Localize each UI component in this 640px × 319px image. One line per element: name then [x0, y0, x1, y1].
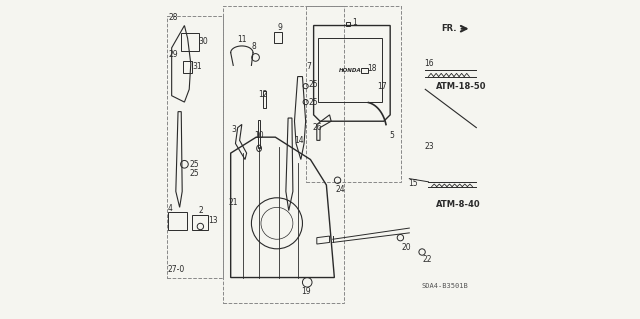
- Text: ATM-8-40: ATM-8-40: [435, 200, 480, 209]
- Text: 9: 9: [278, 23, 283, 32]
- Bar: [362, 68, 368, 73]
- Text: 24: 24: [335, 185, 345, 194]
- Text: SDA4-B3501B: SDA4-B3501B: [421, 283, 468, 288]
- Text: 23: 23: [424, 142, 434, 151]
- Text: 19: 19: [301, 287, 310, 296]
- Text: 26: 26: [313, 123, 323, 132]
- Text: 11: 11: [237, 35, 247, 44]
- Bar: [263, 91, 266, 108]
- Text: 29: 29: [168, 50, 178, 59]
- Text: 13: 13: [208, 216, 218, 225]
- Text: 8: 8: [252, 42, 256, 51]
- Bar: [181, 33, 199, 51]
- Text: 5: 5: [390, 131, 394, 140]
- Text: 25: 25: [309, 98, 319, 107]
- Bar: [346, 22, 350, 26]
- Text: 17: 17: [378, 82, 387, 91]
- Text: 7: 7: [307, 63, 312, 71]
- Text: FR.: FR.: [442, 24, 457, 33]
- Bar: [183, 61, 193, 73]
- Text: 27-0: 27-0: [168, 265, 185, 274]
- Bar: [319, 38, 382, 102]
- Text: 4: 4: [168, 204, 172, 213]
- Bar: [223, 6, 344, 303]
- Text: 15: 15: [409, 179, 419, 188]
- Bar: [168, 212, 187, 230]
- Text: 31: 31: [193, 63, 202, 71]
- Text: 14: 14: [294, 136, 303, 145]
- Text: 1: 1: [352, 19, 356, 27]
- Text: 22: 22: [422, 256, 431, 264]
- Bar: [274, 32, 282, 43]
- Text: ATM-18-50: ATM-18-50: [435, 82, 486, 91]
- Text: 10: 10: [255, 131, 264, 140]
- Text: 25: 25: [190, 169, 200, 178]
- Text: 3: 3: [231, 125, 236, 134]
- Text: 16: 16: [424, 59, 435, 68]
- Text: 20: 20: [401, 243, 411, 252]
- Bar: [306, 6, 401, 182]
- Text: 18: 18: [367, 64, 377, 73]
- Bar: [193, 215, 209, 230]
- Text: 2: 2: [199, 206, 204, 215]
- Text: 21: 21: [228, 198, 238, 207]
- Text: 25: 25: [190, 160, 200, 169]
- Text: 12: 12: [258, 90, 268, 99]
- Bar: [258, 120, 260, 148]
- Text: HONDA: HONDA: [339, 68, 362, 73]
- Text: 30: 30: [198, 37, 208, 46]
- Text: 28: 28: [168, 13, 178, 22]
- Bar: [167, 16, 223, 278]
- Text: 25: 25: [309, 80, 319, 89]
